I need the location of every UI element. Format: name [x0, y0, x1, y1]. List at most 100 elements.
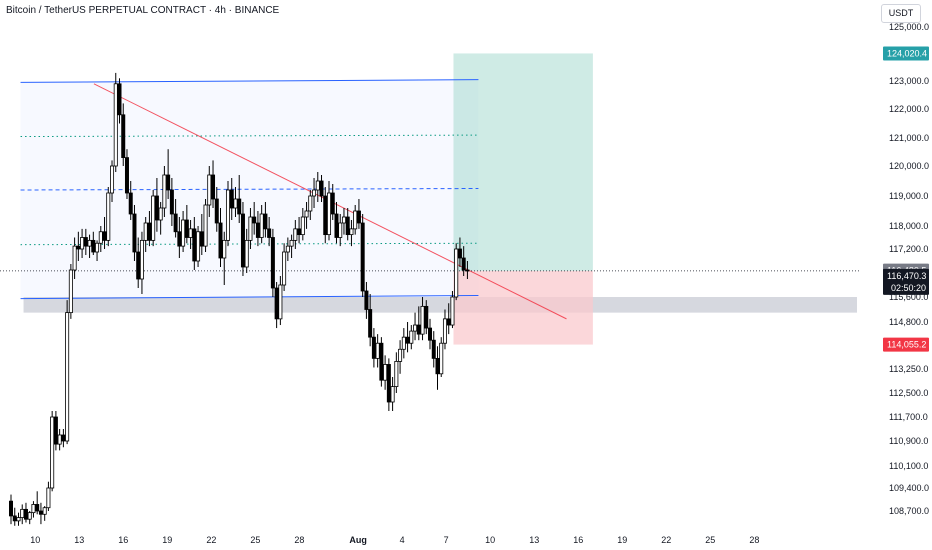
- candle: [413, 312, 418, 341]
- price-axis-tick: 119,000.0: [889, 191, 928, 201]
- time-axis[interactable]: 10 13 16 19 22 25 28 Aug 4 7 10 13 16 19 22 25 28: [30, 535, 759, 545]
- candle: [428, 318, 433, 350]
- candle: [338, 214, 343, 247]
- candle: [80, 228, 85, 258]
- candle: [252, 202, 257, 235]
- channel-fill: [20, 79, 479, 299]
- candle-body: [166, 174, 171, 191]
- price-axis-tick: 112,500.0: [889, 388, 928, 398]
- candle: [461, 246, 466, 276]
- price-axis-tick: 120,000.0: [889, 161, 929, 171]
- candle-body: [341, 216, 346, 224]
- candle: [106, 187, 111, 247]
- candle: [139, 231, 144, 294]
- candle-body: [110, 165, 115, 194]
- candle-body: [349, 228, 354, 236]
- candle: [285, 237, 290, 261]
- time-axis-tick: 19: [162, 535, 172, 545]
- candle: [61, 429, 66, 448]
- candle: [23, 502, 28, 523]
- candle: [386, 358, 391, 411]
- candle: [83, 228, 88, 255]
- candle: [76, 231, 81, 261]
- candle: [12, 507, 17, 526]
- candle: [91, 231, 96, 255]
- candle-body: [207, 174, 212, 206]
- candle-body: [184, 219, 189, 238]
- candle-body: [428, 327, 433, 341]
- candle-body: [297, 228, 302, 236]
- candle-body: [177, 231, 182, 247]
- candle-body: [192, 228, 197, 262]
- candle-body: [465, 269, 470, 272]
- candle: [199, 214, 204, 255]
- candle: [110, 160, 115, 202]
- current-price-label: 116,470.3: [887, 271, 926, 281]
- price-axis-tick: 108,700.0: [889, 506, 929, 516]
- candle-body: [139, 239, 144, 280]
- candle-body: [65, 312, 70, 442]
- candle-body: [315, 180, 320, 191]
- candle-body: [304, 210, 309, 218]
- candle: [147, 211, 152, 247]
- candle: [95, 240, 100, 261]
- candle-body: [106, 192, 111, 241]
- candle-body: [46, 487, 51, 509]
- candle-body: [360, 222, 365, 292]
- candle: [405, 322, 410, 353]
- time-axis-tick: 22: [661, 535, 671, 545]
- price-axis-tick: 125,000.0: [889, 22, 929, 32]
- candle-body: [270, 237, 275, 289]
- candle: [207, 166, 212, 217]
- price-axis[interactable]: 125,000.0 123,000.0 122,000.0 121,000.0 120,…: [889, 22, 929, 516]
- candle: [181, 211, 186, 252]
- candle: [38, 502, 43, 525]
- candle: [368, 294, 373, 347]
- candle: [270, 228, 275, 297]
- currency-unit-button[interactable]: USDT: [881, 4, 921, 23]
- candle: [334, 202, 339, 244]
- candle-body: [211, 174, 216, 200]
- time-axis-tick: 25: [250, 535, 260, 545]
- candle: [424, 300, 429, 335]
- candle-body: [334, 213, 339, 238]
- candle-body: [353, 210, 358, 230]
- candle-body: [327, 192, 332, 236]
- candle-body: [203, 204, 208, 247]
- candle: [117, 78, 122, 124]
- candle: [312, 178, 317, 208]
- candle-body: [50, 416, 55, 489]
- candle: [151, 190, 156, 247]
- candle-body: [371, 336, 376, 359]
- candle: [255, 211, 260, 247]
- candle: [57, 429, 62, 451]
- candle-body: [23, 508, 28, 520]
- candle: [218, 208, 223, 267]
- candle: [300, 208, 305, 241]
- price-axis-tick: 115,600.0: [889, 292, 928, 302]
- time-axis-tick: 7: [444, 535, 449, 545]
- candle: [289, 234, 294, 258]
- candle-body: [248, 216, 253, 241]
- price-axis-tick: 110,900.0: [889, 436, 928, 446]
- price-badge-2: 114,055.2: [883, 337, 929, 352]
- candle-body: [368, 309, 373, 338]
- candle: [446, 303, 451, 335]
- candle: [364, 282, 369, 319]
- candle: [50, 411, 55, 492]
- price-axis-tick: 114,800.0: [889, 317, 928, 327]
- candle: [31, 501, 36, 518]
- candle: [394, 352, 399, 393]
- candle: [169, 178, 174, 226]
- current-price-bg: [883, 268, 929, 295]
- candle-body: [431, 339, 436, 359]
- candle: [35, 491, 40, 515]
- candle-body: [27, 512, 32, 520]
- chart-background-layer: [20, 53, 857, 345]
- candle: [42, 506, 47, 521]
- candle: [192, 217, 197, 270]
- candle: [203, 199, 208, 252]
- candle: [184, 205, 189, 244]
- candle: [401, 328, 406, 359]
